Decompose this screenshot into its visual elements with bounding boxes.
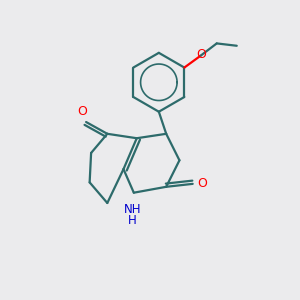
Text: H: H (128, 214, 137, 227)
Text: O: O (196, 48, 206, 61)
Text: O: O (197, 177, 207, 190)
Text: O: O (77, 106, 87, 118)
Text: NH: NH (124, 203, 141, 216)
